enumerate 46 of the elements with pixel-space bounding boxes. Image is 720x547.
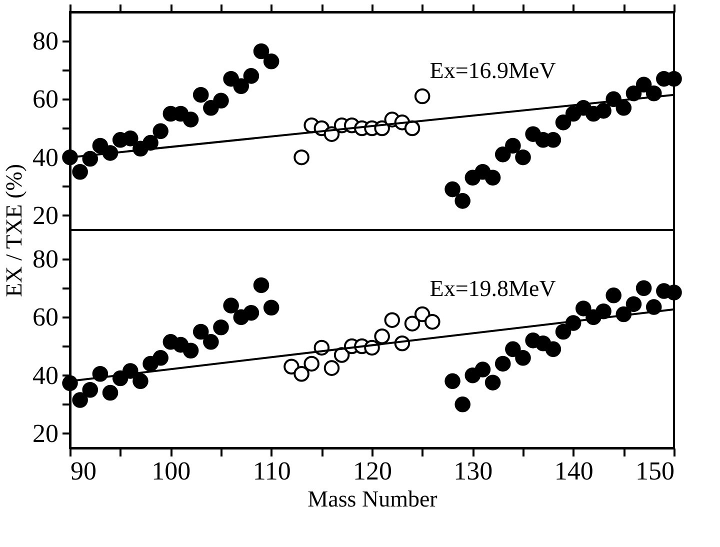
point: [515, 149, 531, 166]
point: [62, 149, 78, 166]
y-tick-label: 40: [32, 142, 58, 172]
annotation: Ex=16.9MeV: [430, 58, 556, 83]
point: [192, 86, 209, 103]
y-tick-label: 40: [32, 360, 58, 390]
x-axis-title: Mass Number: [308, 486, 438, 512]
y-tick-label: 60: [32, 84, 58, 114]
point: [596, 102, 612, 119]
y-tick-label: 20: [32, 200, 58, 230]
point: [616, 100, 632, 116]
x-tick-label: 140: [554, 456, 594, 486]
point: [294, 149, 310, 166]
annotation: Ex=19.8MeV: [430, 276, 556, 301]
point: [182, 112, 199, 128]
point: [253, 43, 270, 60]
point: [555, 114, 572, 130]
point: [213, 92, 229, 109]
point: [72, 164, 88, 180]
point: [505, 138, 521, 154]
x-tick-label: 130: [454, 456, 493, 486]
point: [414, 88, 430, 104]
point: [484, 170, 501, 186]
point: [454, 193, 470, 209]
point: [233, 78, 250, 94]
x-tick-label: 100: [152, 456, 191, 486]
y-tick-label: 80: [32, 244, 58, 274]
point: [152, 123, 168, 140]
point: [142, 134, 158, 151]
x-tick-label: 110: [252, 456, 291, 486]
point: [494, 146, 511, 162]
point: [444, 181, 460, 198]
point: [223, 70, 239, 87]
y-tick-label: 80: [32, 26, 58, 56]
point: [636, 76, 652, 93]
point: [263, 54, 280, 70]
point: [243, 68, 260, 84]
point: [203, 100, 219, 116]
y-tick-label: 20: [32, 418, 58, 448]
x-tick-label: 90: [70, 456, 96, 486]
point: [404, 120, 420, 136]
point: [122, 130, 138, 146]
y-axis-title: EX / TXE (%): [2, 164, 26, 298]
y-tick-label: 60: [32, 302, 58, 332]
x-tick-label: 120: [353, 456, 392, 486]
x-tick-label: 150: [636, 456, 674, 486]
